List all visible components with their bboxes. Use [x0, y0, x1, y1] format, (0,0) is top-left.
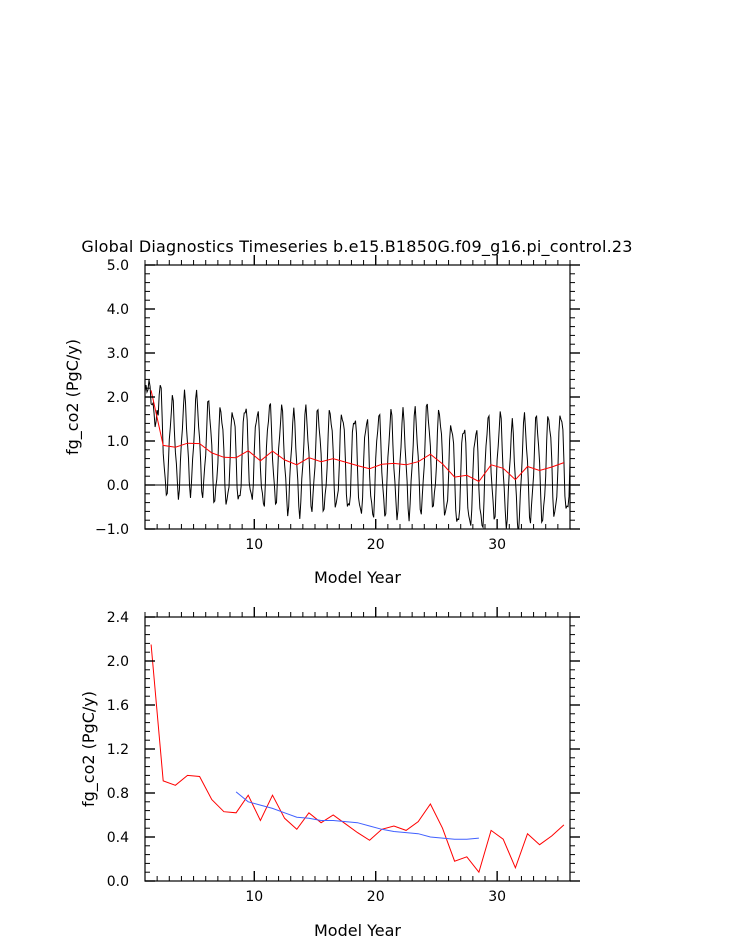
y-tick-label: 0.8: [107, 786, 129, 802]
panel-bottom: 10 20 30 0.0 0.4 0.8 1.2 1.6 2.0 2.4 Model Year fg_…: [79, 607, 580, 940]
y-tick-label: 0.0: [107, 478, 129, 494]
y-tick-label: 1.0: [107, 434, 129, 450]
x-tick-label: 10: [245, 889, 263, 905]
x-tick-label: 10: [245, 537, 263, 553]
plot-frame: [144, 264, 571, 530]
x-tick-label: 20: [367, 537, 385, 553]
y-axis-label: fg_co2 (PgC/y): [63, 339, 83, 455]
series-line-annual-mean: [150, 390, 565, 483]
chart-title: Global Diagnostics Timeseries b.e15.B185…: [81, 237, 632, 257]
y-tick-label: 3.0: [107, 346, 129, 362]
y-tick-label: 1.6: [107, 698, 129, 714]
y-tick-label: 5.0: [107, 258, 129, 274]
plot-frame: [144, 616, 571, 882]
y-tick-label: 1.2: [107, 742, 129, 758]
y-tick-label: 2.0: [107, 390, 129, 406]
series-line-annual-mean: [150, 644, 565, 874]
y-tick-label: −1.0: [95, 522, 129, 538]
series-group: [150, 644, 565, 874]
y-axis-label: fg_co2 (PgC/y): [79, 691, 99, 807]
y-tick-label: 0.4: [107, 830, 129, 846]
panel-top: 10 20 30 −1.0 0.0 1.0 2.0 3.0 4.0 5.0 Model Year fg…: [63, 255, 580, 587]
x-tick-label: 30: [488, 537, 506, 553]
y-tick-label: 2.4: [107, 610, 129, 626]
x-axis-label: Model Year: [314, 921, 401, 940]
y-tick-label: 0.0: [107, 874, 129, 890]
series-group: [145, 379, 570, 529]
y-tick-label: 2.0: [107, 654, 129, 670]
x-axis-label: Model Year: [314, 568, 401, 587]
x-tick-label: 20: [367, 889, 385, 905]
x-tick-label: 30: [488, 889, 506, 905]
series-line-monthly: [145, 379, 570, 529]
series-line-running-mean: [235, 791, 479, 840]
y-tick-label: 4.0: [107, 302, 129, 318]
